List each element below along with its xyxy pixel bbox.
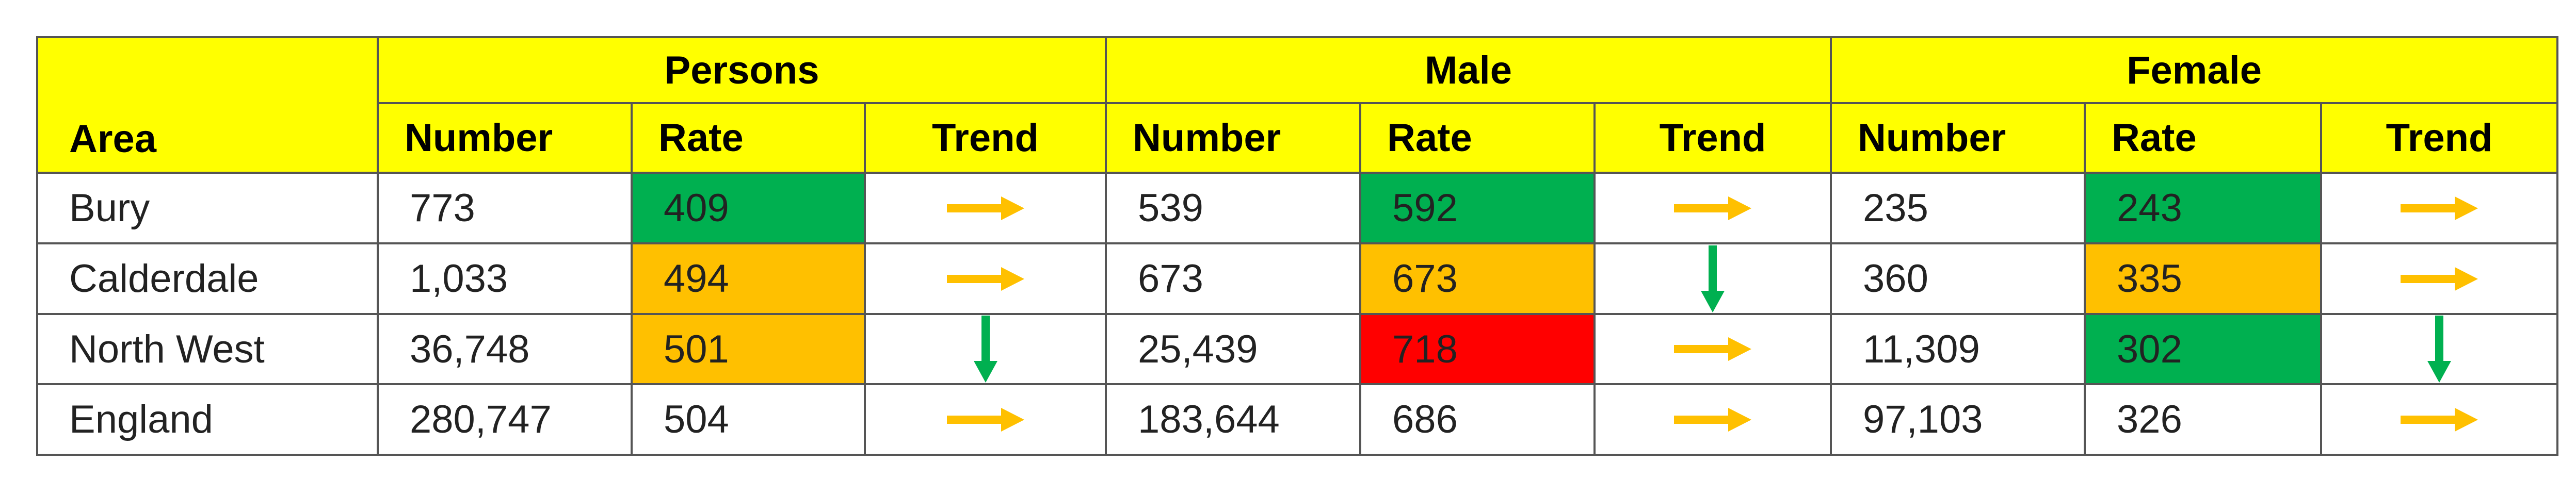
number-cell: 773 [377,172,633,244]
header-row: Number Rate Trend Number Rate Trend Number Rate… [37,102,2559,174]
area-cell: North West [36,313,379,385]
trend-cell [863,242,1107,315]
rate-cell: 592 [1359,172,1596,244]
trend-arrow [2401,267,2478,291]
number-cell: 280,747 [377,383,633,456]
trend-arrow [946,196,1024,220]
data-table: Area Persons Male Female Number Rate Trend Numb… [36,36,2559,456]
table-row: England 280,747 504 183,644 686 97,103 326 [36,383,2559,456]
area-cell: England [36,383,379,456]
number-cell: 673 [1105,242,1362,315]
header-row: Area Persons Male Female [36,36,2559,174]
trend-cell [2320,313,2559,385]
trend-arrow [2427,316,2452,382]
rate-cell: 302 [2084,313,2323,385]
table-body: Bury 773 409 539 592 235 243 Calderdale 1,033 494… [36,172,2559,456]
table-row: Calderdale 1,033 494 673 673 360 335 [36,242,2559,315]
trend-arrow [1674,196,1752,220]
number-cell: 360 [1830,242,2086,315]
trend-cell [2320,242,2559,315]
column-header: Rate [631,102,866,174]
trend-arrow [1674,337,1752,361]
trend-cell [2320,172,2559,244]
column-header: Number [377,102,633,174]
rate-cell: 673 [1359,242,1596,315]
table-row: North West 36,748 501 25,439 718 11,309 302 [36,313,2559,385]
rate-cell: 326 [2084,383,2323,456]
table-row: Bury 773 409 539 592 235 243 [36,172,2559,244]
rate-cell: 335 [2084,242,2323,315]
trend-cell [1593,313,1832,385]
trend-cell [1593,383,1832,456]
area-header: Area [36,36,379,174]
trend-arrow [2401,196,2478,220]
trend-cell [1593,242,1832,315]
number-cell: 539 [1105,172,1362,244]
number-cell: 183,644 [1105,383,1362,456]
trend-arrow [946,407,1024,432]
column-header: Trend [863,102,1107,174]
number-cell: 36,748 [377,313,633,385]
group-header: Male [1105,36,1832,104]
column-header: Number [1830,102,2086,174]
trend-cell [2320,383,2559,456]
trend-cell [863,313,1107,385]
column-header: Trend [1593,102,1832,174]
trend-cell [1593,172,1832,244]
number-cell: 235 [1830,172,2086,244]
column-header: Number [1105,102,1362,174]
area-cell: Calderdale [36,242,379,315]
column-header: Trend [2320,102,2559,174]
trend-arrow [2401,407,2478,432]
group-header: Female [1830,36,2559,104]
trend-arrow [1701,245,1725,312]
rate-cell: 494 [631,242,866,315]
column-header: Rate [2084,102,2323,174]
trend-cell [863,172,1107,244]
number-cell: 1,033 [377,242,633,315]
rate-cell: 409 [631,172,866,244]
trend-arrow [1674,407,1752,432]
rate-cell: 504 [631,383,866,456]
trend-arrow [973,316,997,382]
rate-cell: 501 [631,313,866,385]
rate-cell: 718 [1359,313,1596,385]
column-header: Rate [1359,102,1596,174]
table-header: Area Persons Male Female Number Rate Trend Numb… [36,36,2559,174]
area-cell: Bury [36,172,379,244]
group-header: Persons [376,36,1107,104]
number-cell: 97,103 [1830,383,2086,456]
number-cell: 11,309 [1830,313,2086,385]
number-cell: 25,439 [1105,313,1362,385]
trend-arrow [946,267,1024,291]
rate-cell: 243 [2084,172,2323,244]
trend-cell [863,383,1107,456]
rate-cell: 686 [1359,383,1596,456]
